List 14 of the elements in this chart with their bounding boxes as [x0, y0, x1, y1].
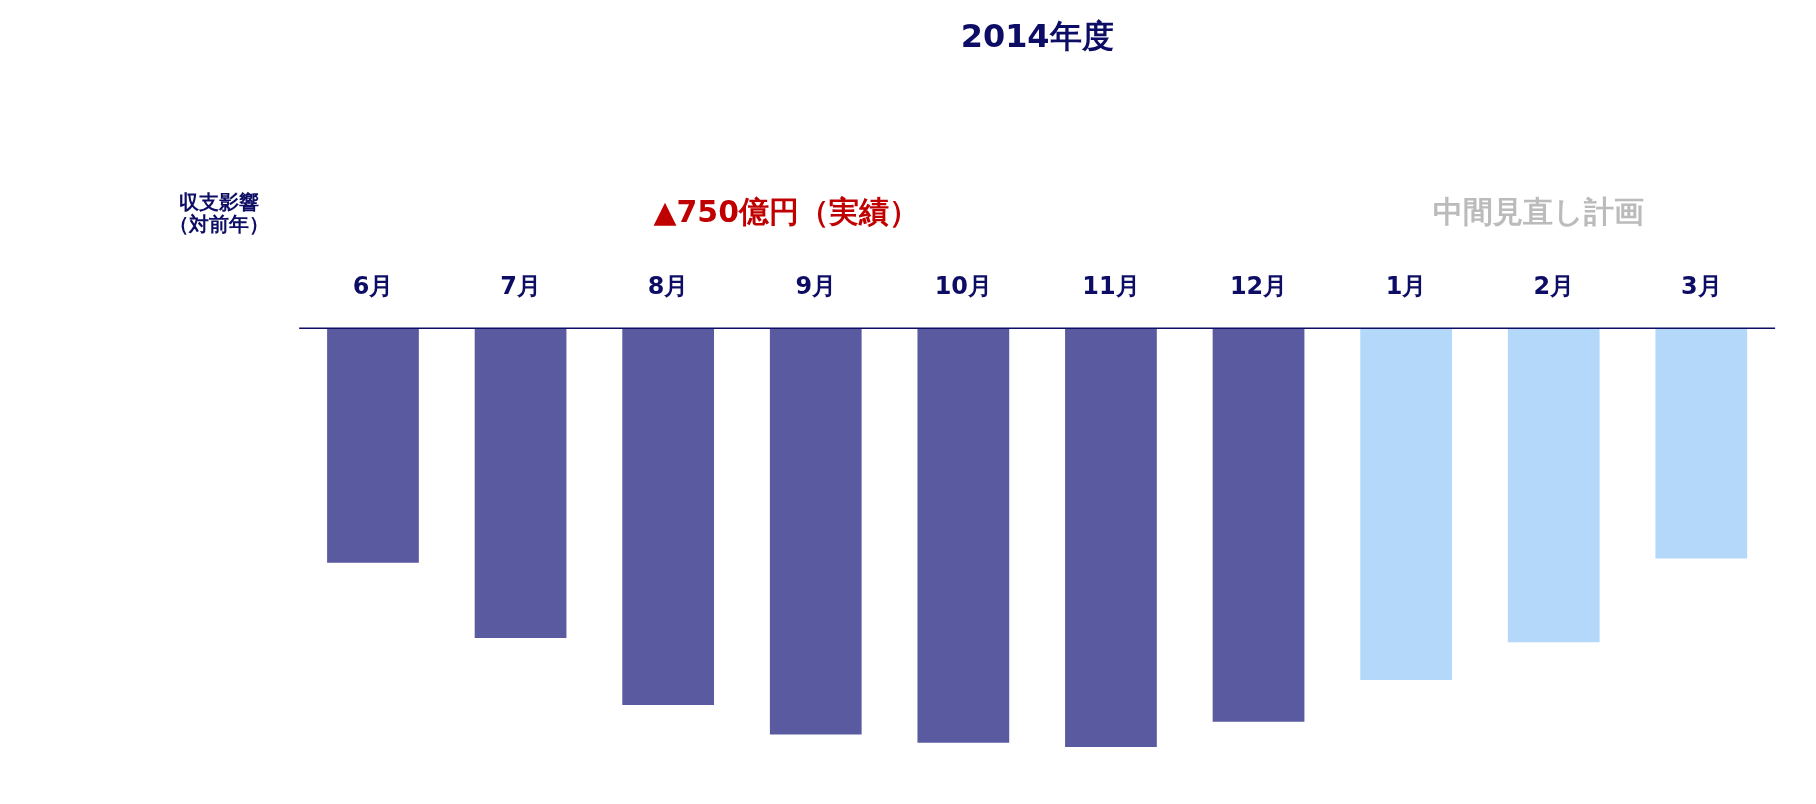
x-tick-label: 12月 [1229, 271, 1288, 300]
x-tick-label: 10月 [934, 271, 992, 300]
x-tick-label: 11月 [1082, 271, 1140, 300]
x-tick-label: 3月 [1680, 271, 1722, 300]
chart-title: 2014年度 [960, 16, 1114, 55]
x-tick-label: 9月 [795, 271, 837, 300]
y-axis-title: 収支影響（対前年） [169, 190, 270, 237]
x-tick-label: 8月 [647, 271, 689, 300]
text: ▲750億円（実績） [653, 194, 919, 230]
x-tick-label: 7月 [500, 271, 541, 300]
text: 中間見直し計画 [1433, 194, 1645, 230]
x-tick-label: 1月 [1385, 271, 1427, 300]
x-tick-label: 6月 [352, 271, 394, 300]
x-tick-label: 2月 [1533, 271, 1575, 300]
